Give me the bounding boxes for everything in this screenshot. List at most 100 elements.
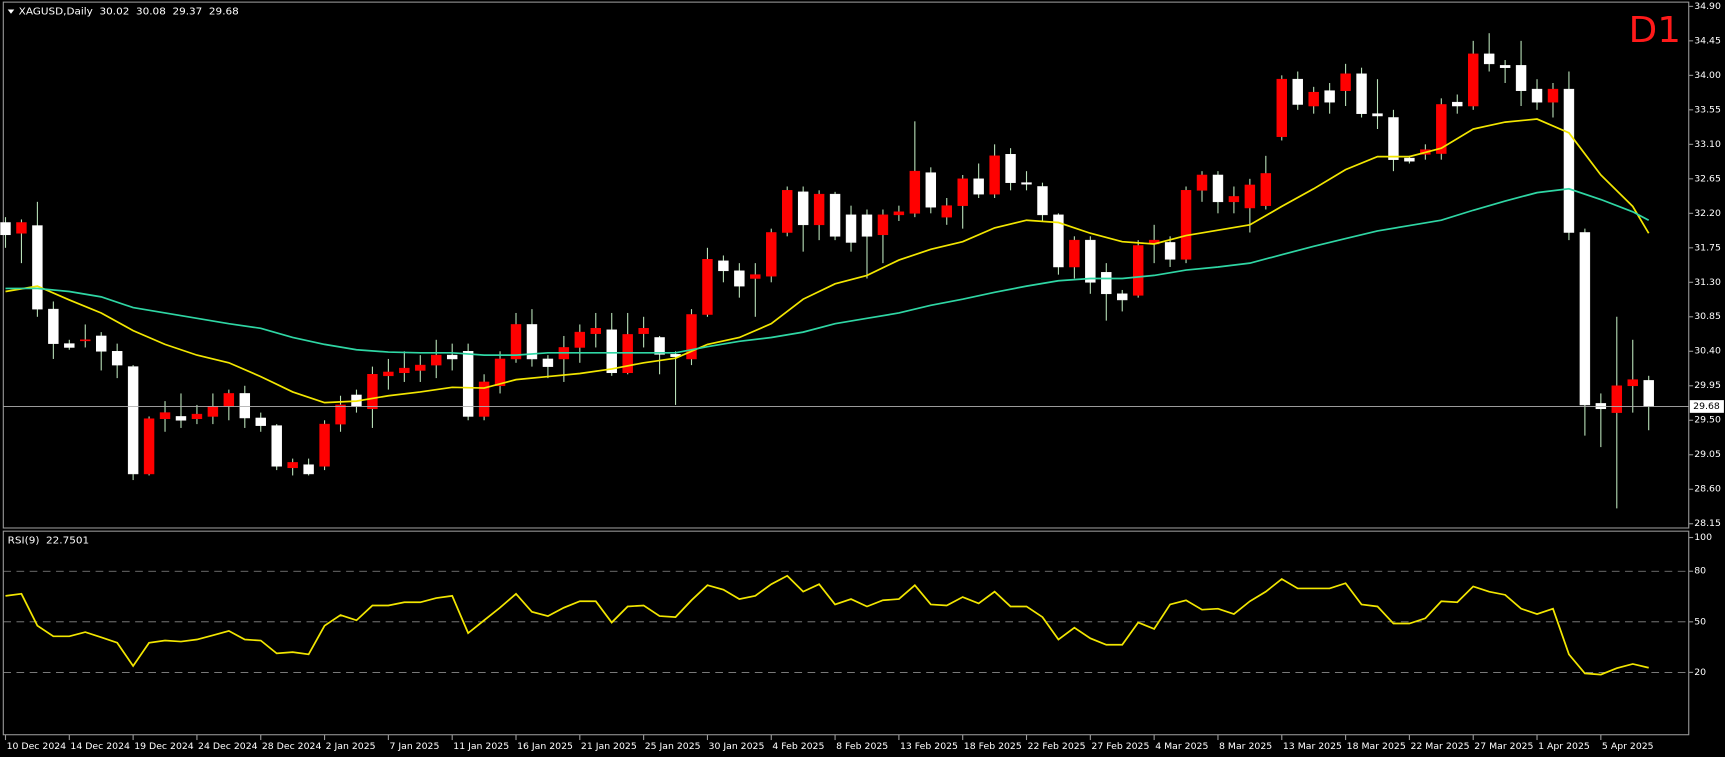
candle-body [638, 328, 649, 334]
candle-body [1164, 242, 1176, 260]
x-tick-label: 27 Feb 2025 [1091, 741, 1149, 752]
candle-body [574, 331, 586, 348]
x-tick-label: 27 Mar 2025 [1474, 741, 1533, 752]
candle-body [590, 328, 601, 334]
candle-body [335, 404, 346, 425]
y-tick-label: 34.00 [1694, 70, 1721, 81]
y-tick-label: 34.90 [1694, 1, 1721, 12]
candle-body [813, 193, 825, 226]
candle-body [16, 222, 27, 234]
candle-body [1021, 182, 1032, 185]
y-tick-label: 32.20 [1694, 208, 1721, 219]
candle-body [1356, 73, 1367, 114]
candle-body [64, 343, 75, 348]
candle-body [431, 354, 442, 366]
candle-body [399, 367, 410, 374]
candle-body [1069, 239, 1080, 268]
x-tick-label: 18 Feb 2025 [964, 741, 1022, 752]
candle-body [1483, 53, 1495, 65]
last-close: 29.68 [209, 6, 239, 18]
x-tick-label: 10 Dec 2024 [7, 741, 67, 752]
candle-body [175, 416, 187, 421]
candle-body [0, 222, 11, 236]
candle-body [526, 324, 538, 360]
candle-body [1372, 113, 1383, 117]
candle-body [893, 211, 905, 216]
x-tick-label: 13 Feb 2025 [900, 741, 958, 752]
candle-body [127, 366, 139, 475]
candle-body [1340, 73, 1351, 91]
candle-body [1611, 385, 1623, 413]
candle-body [941, 205, 952, 218]
candle-body [1180, 190, 1192, 260]
candle-body [1452, 101, 1463, 107]
candle-body [1436, 104, 1447, 154]
candle-body [542, 358, 554, 367]
candle-body [1005, 154, 1016, 183]
candle-body [95, 335, 107, 352]
candle-body [1276, 78, 1287, 137]
candle-body [1101, 272, 1112, 295]
candle-body [383, 371, 394, 377]
candle-body [877, 214, 889, 236]
x-tick-label: 28 Dec 2024 [262, 741, 322, 752]
x-tick-label: 13 Mar 2025 [1283, 741, 1342, 752]
candle-body [1132, 245, 1144, 296]
candle-body [1228, 196, 1240, 203]
x-tick-label: 30 Jan 2025 [709, 741, 765, 752]
last-low: 29.37 [172, 6, 202, 18]
y-tick-label: 31.30 [1694, 277, 1721, 288]
candle-body [909, 170, 921, 214]
candle-body [207, 406, 219, 417]
x-tick-label: 14 Dec 2024 [70, 741, 130, 752]
candle-body [239, 393, 251, 419]
candle-body [1531, 88, 1543, 103]
current-price-label: 29.68 [1693, 401, 1720, 412]
candle-body [606, 329, 617, 374]
candle-body [1515, 65, 1527, 91]
candle-body [446, 354, 458, 360]
rsi-panel-frame [2, 530, 1690, 736]
x-tick-label: 21 Jan 2025 [581, 741, 637, 752]
candle-body [111, 351, 123, 366]
candle-body [797, 191, 809, 226]
candle-body [1324, 90, 1335, 103]
candle-body [781, 190, 793, 233]
candle-body [973, 178, 984, 195]
candle-body [1308, 91, 1319, 107]
x-tick-label: 16 Jan 2025 [517, 741, 573, 752]
candle-body [494, 358, 506, 387]
rsi-title: RSI(9) 22.7501 [8, 535, 89, 547]
candle-body [1244, 184, 1256, 209]
candle-body [415, 364, 426, 371]
candle-body [462, 351, 474, 417]
candle-body [271, 425, 282, 467]
y-tick-label: 20 [1694, 667, 1706, 678]
candle-body [1292, 78, 1303, 105]
x-tick-label: 8 Mar 2025 [1219, 741, 1272, 752]
candle-body [478, 381, 490, 417]
candle-body [223, 393, 235, 407]
candle-body [1117, 293, 1128, 301]
candle-body [255, 417, 266, 426]
candle-body [957, 178, 968, 206]
y-tick-label: 29.50 [1694, 415, 1721, 426]
candle-body [1563, 88, 1575, 233]
candle-body [989, 155, 1000, 195]
x-tick-label: 1 Apr 2025 [1538, 741, 1590, 752]
y-tick-label: 100 [1694, 532, 1712, 543]
candle-body [686, 314, 697, 360]
candle-body [718, 260, 729, 272]
last-high: 30.08 [136, 6, 166, 18]
x-tick-label: 19 Dec 2024 [134, 741, 194, 752]
candle-body [1499, 65, 1511, 68]
y-tick-label: 32.65 [1694, 173, 1721, 184]
candle-body [80, 339, 91, 342]
candle-body [702, 259, 713, 315]
line [5, 574, 1649, 676]
candle-body [48, 308, 59, 344]
y-tick-label: 28.15 [1694, 518, 1721, 529]
